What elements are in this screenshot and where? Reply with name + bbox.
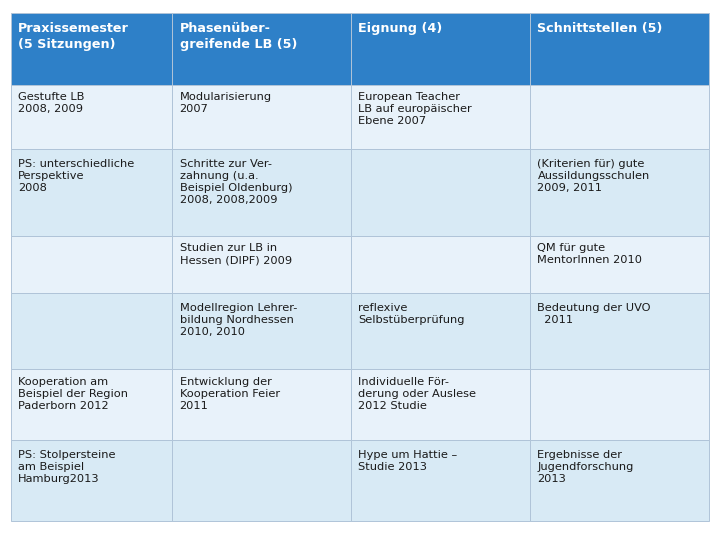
Bar	[11, 440, 172, 521]
Text: Schritte zur Ver-
zahnung (u.a.
Beispiel Oldenburg)
2008, 2008,2009: Schritte zur Ver- zahnung (u.a. Beispiel…	[179, 159, 292, 205]
Bar	[351, 14, 530, 85]
Text: Entwicklung der
Kooperation Feier
2011: Entwicklung der Kooperation Feier 2011	[179, 377, 279, 411]
Text: PS: unterschiedliche
Perspektive
2008: PS: unterschiedliche Perspektive 2008	[18, 159, 134, 193]
Bar	[172, 14, 351, 85]
Bar	[530, 85, 709, 149]
Text: Studien zur LB in
Hessen (DIPF) 2009: Studien zur LB in Hessen (DIPF) 2009	[179, 243, 292, 265]
Bar	[11, 14, 172, 85]
Text: Individuelle För-
derung oder Auslese
2012 Studie: Individuelle För- derung oder Auslese 20…	[359, 377, 477, 411]
Bar	[172, 369, 351, 440]
Text: Hype um Hattie –
Studie 2013: Hype um Hattie – Studie 2013	[359, 450, 458, 471]
Bar	[172, 440, 351, 521]
Text: Ergebnisse der
Jugendforschung
2013: Ergebnisse der Jugendforschung 2013	[537, 450, 634, 483]
Text: European Teacher
LB auf europäischer
Ebene 2007: European Teacher LB auf europäischer Ebe…	[359, 92, 472, 126]
Text: Gestufte LB
2008, 2009: Gestufte LB 2008, 2009	[18, 92, 84, 114]
Bar	[351, 369, 530, 440]
Bar	[172, 237, 351, 294]
Text: (Kriterien für) gute
Aussildungsschulen
2009, 2011: (Kriterien für) gute Aussildungsschulen …	[537, 159, 649, 193]
Bar	[11, 294, 172, 369]
Bar	[11, 369, 172, 440]
Text: Modellregion Lehrer-
bildung Nordhessen
2010, 2010: Modellregion Lehrer- bildung Nordhessen …	[179, 302, 297, 336]
Bar	[351, 237, 530, 294]
Text: Eignung (4): Eignung (4)	[359, 22, 443, 35]
Bar	[351, 85, 530, 149]
Bar	[172, 149, 351, 237]
Bar	[530, 440, 709, 521]
Bar	[11, 85, 172, 149]
Bar	[530, 14, 709, 85]
Bar	[172, 294, 351, 369]
Text: Modularisierung
2007: Modularisierung 2007	[179, 92, 271, 114]
Bar	[11, 237, 172, 294]
Bar	[530, 237, 709, 294]
Text: PS: Stolpersteine
am Beispiel
Hamburg2013: PS: Stolpersteine am Beispiel Hamburg201…	[18, 450, 115, 483]
Bar	[530, 149, 709, 237]
Bar	[172, 85, 351, 149]
Bar	[351, 294, 530, 369]
Text: reflexive
Selbstüberprüfung: reflexive Selbstüberprüfung	[359, 302, 465, 325]
Bar	[530, 369, 709, 440]
Text: Kooperation am
Beispiel der Region
Paderborn 2012: Kooperation am Beispiel der Region Pader…	[18, 377, 128, 411]
Bar	[351, 440, 530, 521]
Bar	[11, 149, 172, 237]
Bar	[530, 294, 709, 369]
Text: Bedeutung der UVO
  2011: Bedeutung der UVO 2011	[537, 302, 651, 325]
Text: QM für gute
MentorInnen 2010: QM für gute MentorInnen 2010	[537, 243, 642, 265]
Text: Schnittstellen (5): Schnittstellen (5)	[537, 22, 663, 35]
Bar	[351, 149, 530, 237]
Text: Phasenüber-
greifende LB (5): Phasenüber- greifende LB (5)	[179, 22, 297, 51]
Text: Praxissemester
(5 Sitzungen): Praxissemester (5 Sitzungen)	[18, 22, 129, 51]
